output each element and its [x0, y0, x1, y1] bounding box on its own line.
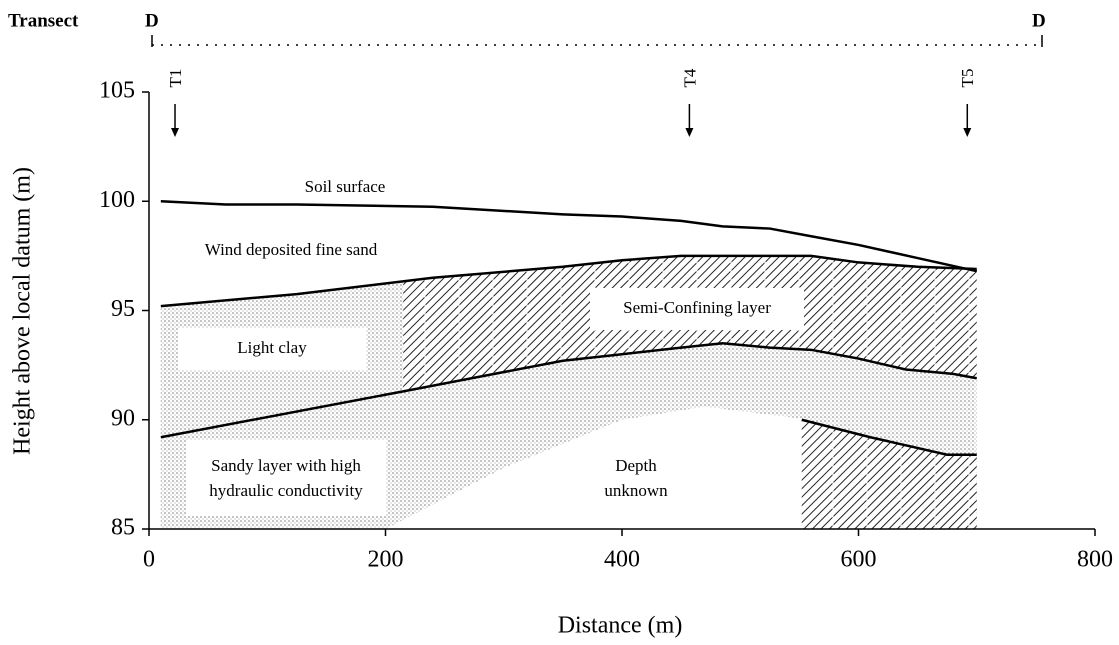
marker-label: T1: [166, 69, 185, 88]
label-box: [178, 328, 366, 370]
marker-arrowhead: [685, 128, 694, 137]
annotation: Soil surface: [305, 177, 386, 196]
boundary-line: [160, 200, 978, 273]
annotation: Depth: [615, 456, 657, 475]
x-tick-label: 0: [143, 547, 155, 573]
boundary-line: [160, 254, 977, 308]
annotation: Wind deposited fine sand: [205, 240, 378, 259]
y-tick-label: 90: [111, 405, 135, 431]
x-tick-label: 400: [604, 547, 640, 573]
header-label: Transect: [8, 10, 79, 31]
y-tick-label: 95: [111, 296, 135, 322]
header-end: D: [1032, 10, 1046, 31]
header-start: D: [145, 10, 159, 31]
marker-arrowhead: [171, 128, 180, 137]
x-tick-label: 600: [841, 547, 877, 573]
deep-confining-lines: [801, 419, 977, 529]
marker-label: T4: [680, 68, 699, 87]
unknown-zone: [385, 406, 802, 529]
annotation: Light clay: [237, 338, 307, 357]
y-tick-label: 105: [99, 78, 135, 104]
layers: [160, 255, 977, 529]
marker-arrowhead: [963, 128, 972, 137]
y-tick-label: 85: [111, 515, 135, 541]
x-axis-title: Distance (m): [558, 613, 683, 639]
label-box: [590, 288, 804, 330]
x-tick-label: 200: [368, 547, 404, 573]
x-tick-label: 800: [1077, 547, 1113, 573]
annotation: hydraulic conductivity: [209, 481, 363, 500]
marker-label: T5: [958, 69, 977, 88]
annotation: unknown: [604, 481, 668, 500]
y-tick-label: 100: [99, 187, 135, 213]
plot: 85 90 95 100 105 0 200 400 600 800 T1 T4 T5 Soil surf…: [99, 68, 1113, 572]
annotation: Sandy layer with high: [211, 456, 361, 475]
y-axis-title: Height above local datum (m): [10, 167, 36, 455]
annotation: Semi-Confining layer: [623, 298, 771, 317]
label-box: [186, 440, 386, 516]
boundary-line: [160, 342, 977, 439]
boundary-line: [801, 418, 977, 456]
